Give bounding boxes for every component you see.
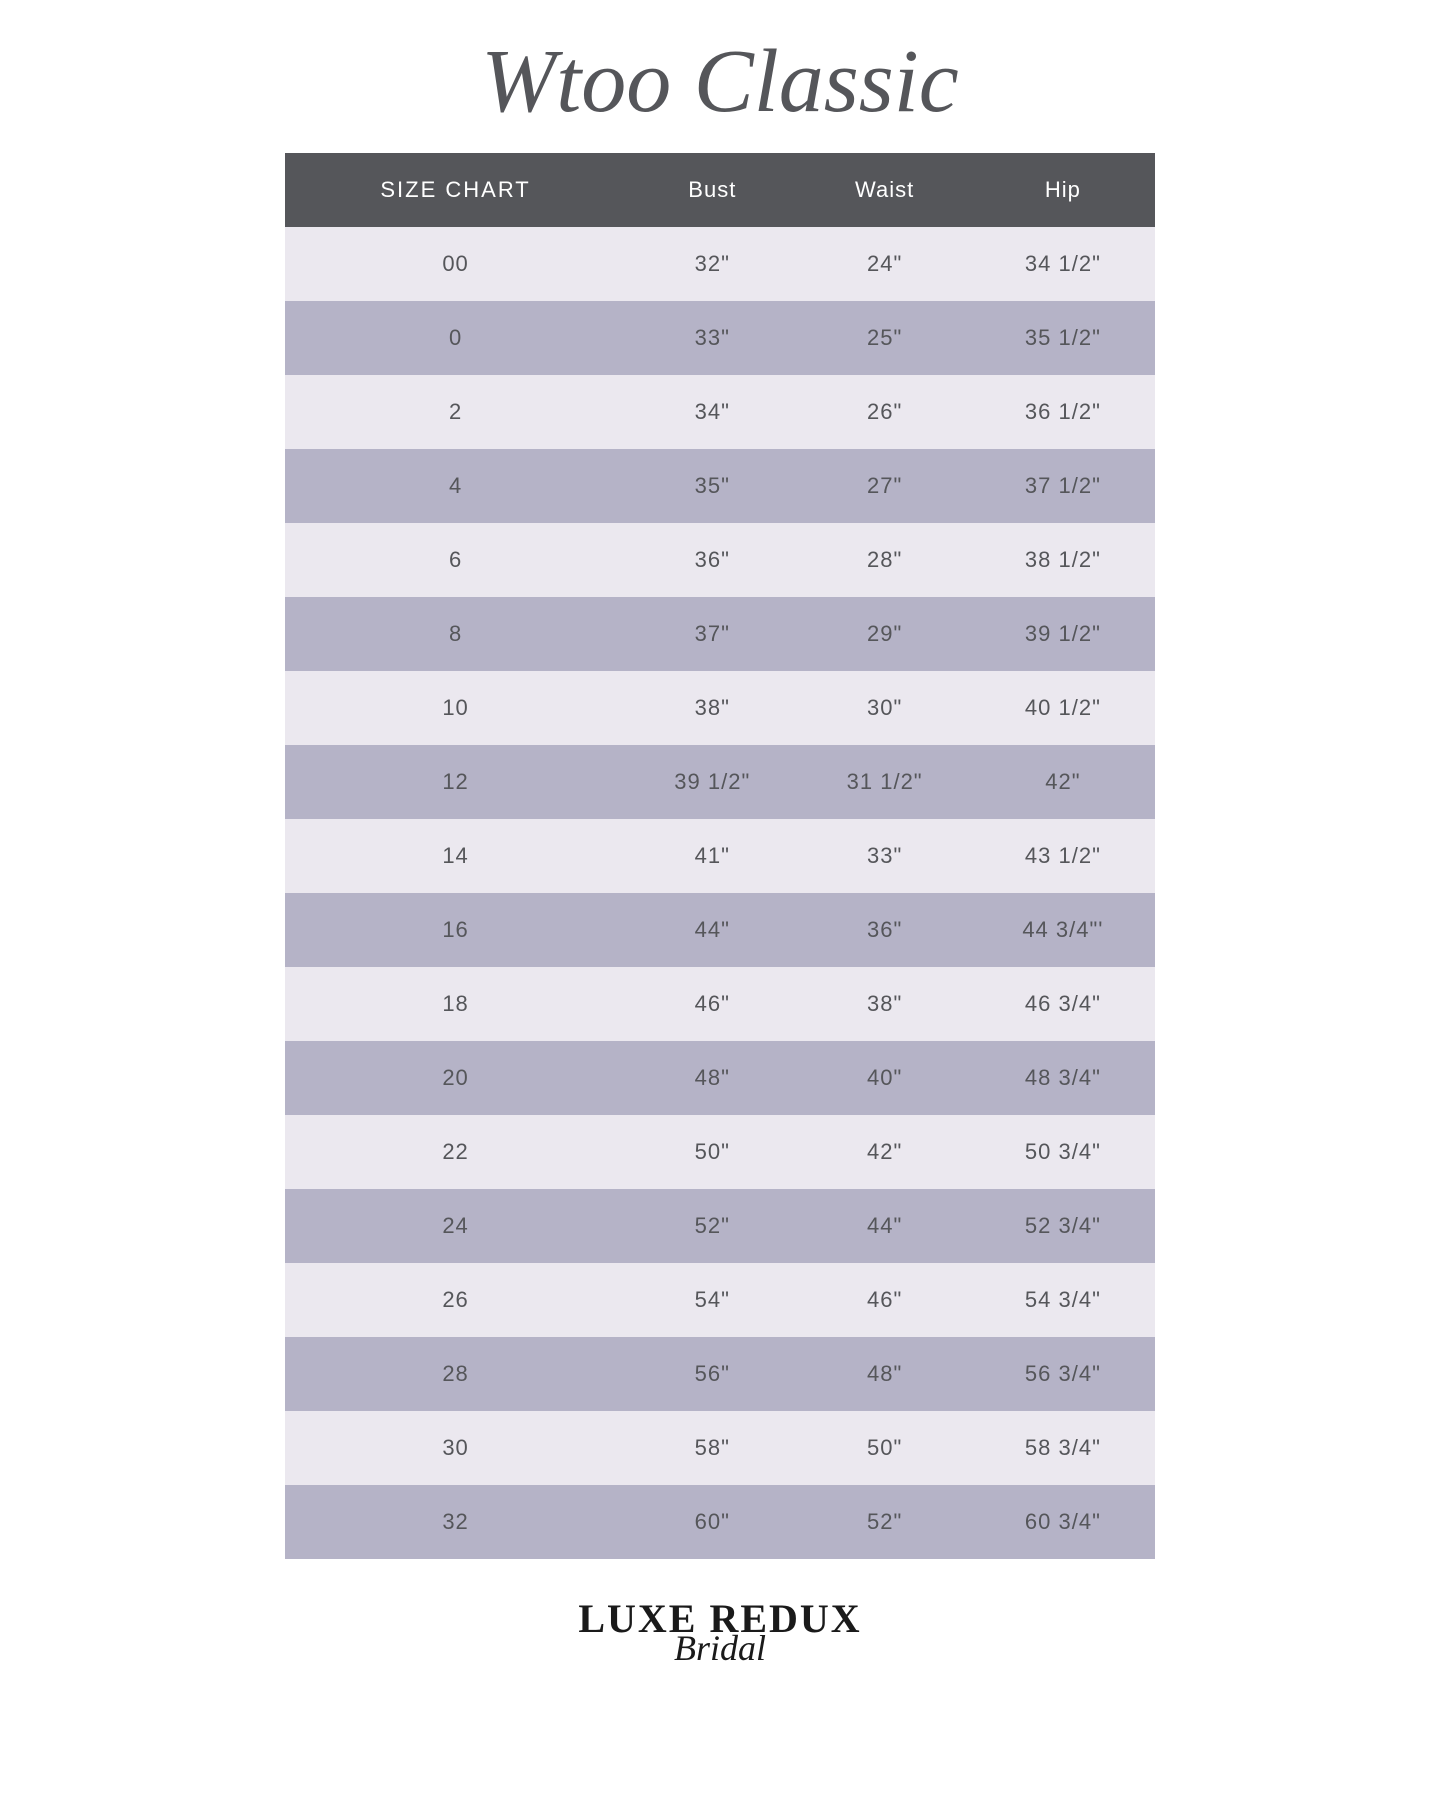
page-title: Wtoo Classic [481,30,959,133]
table-row: 2452"44"52 3/4" [285,1189,1155,1263]
table-cell: 28 [285,1337,626,1411]
table-cell: 32 [285,1485,626,1559]
table-cell: 46" [626,967,798,1041]
table-cell: 50" [798,1411,970,1485]
table-cell: 10 [285,671,626,745]
table-cell: 24" [798,227,970,301]
table-cell: 58 3/4" [971,1411,1155,1485]
col-header-bust: Bust [626,153,798,227]
table-cell: 34" [626,375,798,449]
table-row: 636"28"38 1/2" [285,523,1155,597]
table-cell: 39 1/2" [626,745,798,819]
table-cell: 35 1/2" [971,301,1155,375]
table-cell: 36 1/2" [971,375,1155,449]
table-row: 234"26"36 1/2" [285,375,1155,449]
table-cell: 39 1/2" [971,597,1155,671]
table-cell: 25" [798,301,970,375]
table-row: 3058"50"58 3/4" [285,1411,1155,1485]
table-cell: 37" [626,597,798,671]
table-row: 837"29"39 1/2" [285,597,1155,671]
table-cell: 40 1/2" [971,671,1155,745]
table-cell: 31 1/2" [798,745,970,819]
table-cell: 36" [626,523,798,597]
table-cell: 12 [285,745,626,819]
table-cell: 28" [798,523,970,597]
table-cell: 56 3/4" [971,1337,1155,1411]
table-cell: 38" [626,671,798,745]
table-cell: 18 [285,967,626,1041]
table-cell: 60 3/4" [971,1485,1155,1559]
footer-logo: LUXE REDUX Bridal [578,1599,861,1669]
table-row: 2250"42"50 3/4" [285,1115,1155,1189]
table-cell: 41" [626,819,798,893]
table-cell: 60" [626,1485,798,1559]
table-cell: 38 1/2" [971,523,1155,597]
table-cell: 20 [285,1041,626,1115]
table-cell: 26" [798,375,970,449]
table-cell: 35" [626,449,798,523]
table-cell: 46" [798,1263,970,1337]
table-cell: 42" [798,1115,970,1189]
table-cell: 16 [285,893,626,967]
table-cell: 32" [626,227,798,301]
table-row: 435"27"37 1/2" [285,449,1155,523]
table-cell: 33" [798,819,970,893]
table-row: 2856"48"56 3/4" [285,1337,1155,1411]
table-cell: 44 3/4"' [971,893,1155,967]
table-row: 1038"30"40 1/2" [285,671,1155,745]
table-cell: 56" [626,1337,798,1411]
table-cell: 33" [626,301,798,375]
col-header-size: SIZE CHART [285,153,626,227]
table-header-row: SIZE CHART Bust Waist Hip [285,153,1155,227]
table-row: 3260"52"60 3/4" [285,1485,1155,1559]
table-cell: 48" [626,1041,798,1115]
table-row: 2654"46"54 3/4" [285,1263,1155,1337]
table-cell: 30" [798,671,970,745]
table-cell: 2 [285,375,626,449]
table-cell: 43 1/2" [971,819,1155,893]
table-row: 033"25"35 1/2" [285,301,1155,375]
table-cell: 52 3/4" [971,1189,1155,1263]
table-row: 1239 1/2"31 1/2"42" [285,745,1155,819]
table-cell: 44" [798,1189,970,1263]
table-cell: 50" [626,1115,798,1189]
col-header-hip: Hip [971,153,1155,227]
table-cell: 42" [971,745,1155,819]
table-cell: 44" [626,893,798,967]
table-cell: 52" [798,1485,970,1559]
table-cell: 34 1/2" [971,227,1155,301]
table-row: 0032"24"34 1/2" [285,227,1155,301]
size-chart-table: SIZE CHART Bust Waist Hip 0032"24"34 1/2… [285,153,1155,1559]
table-cell: 36" [798,893,970,967]
table-cell: 29" [798,597,970,671]
table-row: 1846"38"46 3/4" [285,967,1155,1041]
table-cell: 50 3/4" [971,1115,1155,1189]
table-cell: 26 [285,1263,626,1337]
table-cell: 37 1/2" [971,449,1155,523]
table-row: 1644"36"44 3/4"' [285,893,1155,967]
table-cell: 8 [285,597,626,671]
table-cell: 54 3/4" [971,1263,1155,1337]
table-cell: 0 [285,301,626,375]
table-cell: 46 3/4" [971,967,1155,1041]
table-cell: 30 [285,1411,626,1485]
table-cell: 6 [285,523,626,597]
table-cell: 24 [285,1189,626,1263]
table-cell: 00 [285,227,626,301]
table-row: 1441"33"43 1/2" [285,819,1155,893]
col-header-waist: Waist [798,153,970,227]
table-cell: 54" [626,1263,798,1337]
table-cell: 40" [798,1041,970,1115]
table-cell: 38" [798,967,970,1041]
table-cell: 27" [798,449,970,523]
table-row: 2048"40"48 3/4" [285,1041,1155,1115]
table-cell: 22 [285,1115,626,1189]
table-cell: 4 [285,449,626,523]
table-cell: 48 3/4" [971,1041,1155,1115]
table-cell: 48" [798,1337,970,1411]
table-cell: 14 [285,819,626,893]
table-cell: 52" [626,1189,798,1263]
table-cell: 58" [626,1411,798,1485]
